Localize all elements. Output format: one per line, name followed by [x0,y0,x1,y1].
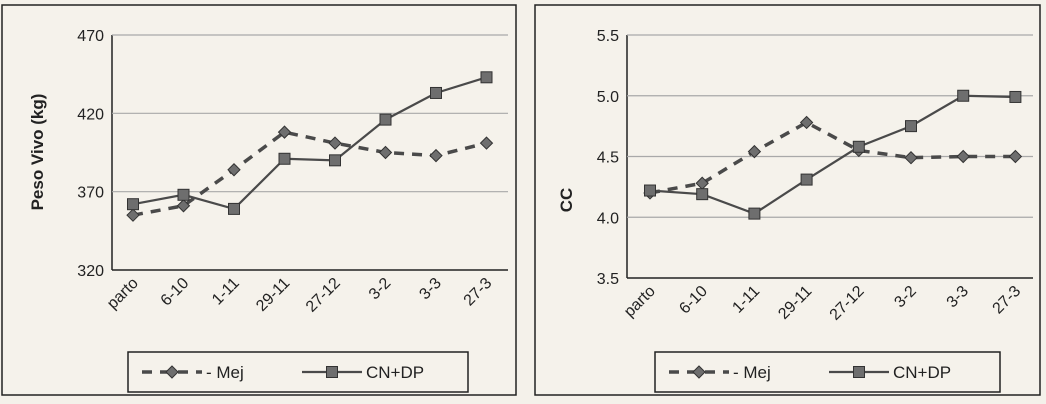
legend-label: - Mej [733,363,771,382]
data-point-square [748,207,761,220]
series-lines [643,89,1023,220]
y-tick-label: 5.5 [597,28,619,45]
data-point-diamond [799,115,814,130]
data-point-diamond [176,199,191,213]
legend-marker-diamond [165,365,179,379]
data-point-diamond [378,145,393,160]
data-point-diamond [956,149,970,164]
y-tick-label: 370 [77,185,104,202]
series-line-mej [649,120,1016,195]
data-point-square [905,120,917,133]
data-point-diamond [227,163,241,177]
data-point-diamond [747,144,762,159]
data-point-square [644,184,656,197]
data-point-square [329,154,341,167]
y-tick-label: 4.0 [597,210,619,227]
data-point-square [278,152,291,165]
legend-label: CN+DP [366,363,424,382]
series-line-cn-dp [649,94,1016,215]
y-axis-label: Peso Vivo (kg) [28,94,47,211]
data-point-square [430,86,442,99]
y-tick-labels: 3.5 4.0 4.5 5.0 5.5 [597,28,619,288]
data-point-square [127,198,139,211]
data-point-square [957,89,970,102]
legend: - Mej CN+DP [127,351,469,393]
data-point-diamond [904,151,918,165]
data-point-diamond [1008,149,1023,164]
data-point-square [696,188,709,201]
data-point-square [177,188,190,201]
legend-marker-square [853,366,865,378]
y-tick-labels: 320 370 420 470 [77,28,104,280]
legend-marker-square [326,366,338,378]
legend-label: CN+DP [893,363,951,382]
legend: - Mej CN+DP [654,351,1001,393]
data-point-diamond [479,136,494,150]
y-tick-label: 4.5 [597,150,619,167]
y-tick-label: 420 [77,106,104,123]
legend-label: - Mej [206,363,244,382]
data-point-square [852,140,865,153]
legend-marker-diamond [692,365,706,379]
y-tick-label: 320 [77,263,104,280]
data-point-square [480,71,493,84]
y-tick-label: 3.5 [597,271,619,288]
y-tick-label: 5.0 [597,89,619,106]
series-line-mej [132,130,487,217]
data-point-square [379,113,392,126]
data-point-diamond [429,148,443,163]
data-point-square [1009,90,1022,103]
data-point-diamond [277,125,292,139]
series-line-cn-dp [132,76,487,211]
chart-cc: 3.54.04.55.05.5 parto 6-10 1-11 29-11 27-12 3… [534,4,1041,396]
data-point-diamond [328,136,342,150]
data-point-diamond [126,208,140,222]
y-axis-label: CC [557,188,576,213]
series-lines [126,71,494,222]
data-point-square [228,202,240,215]
data-point-square [800,173,813,186]
y-tick-label: 470 [77,28,104,45]
